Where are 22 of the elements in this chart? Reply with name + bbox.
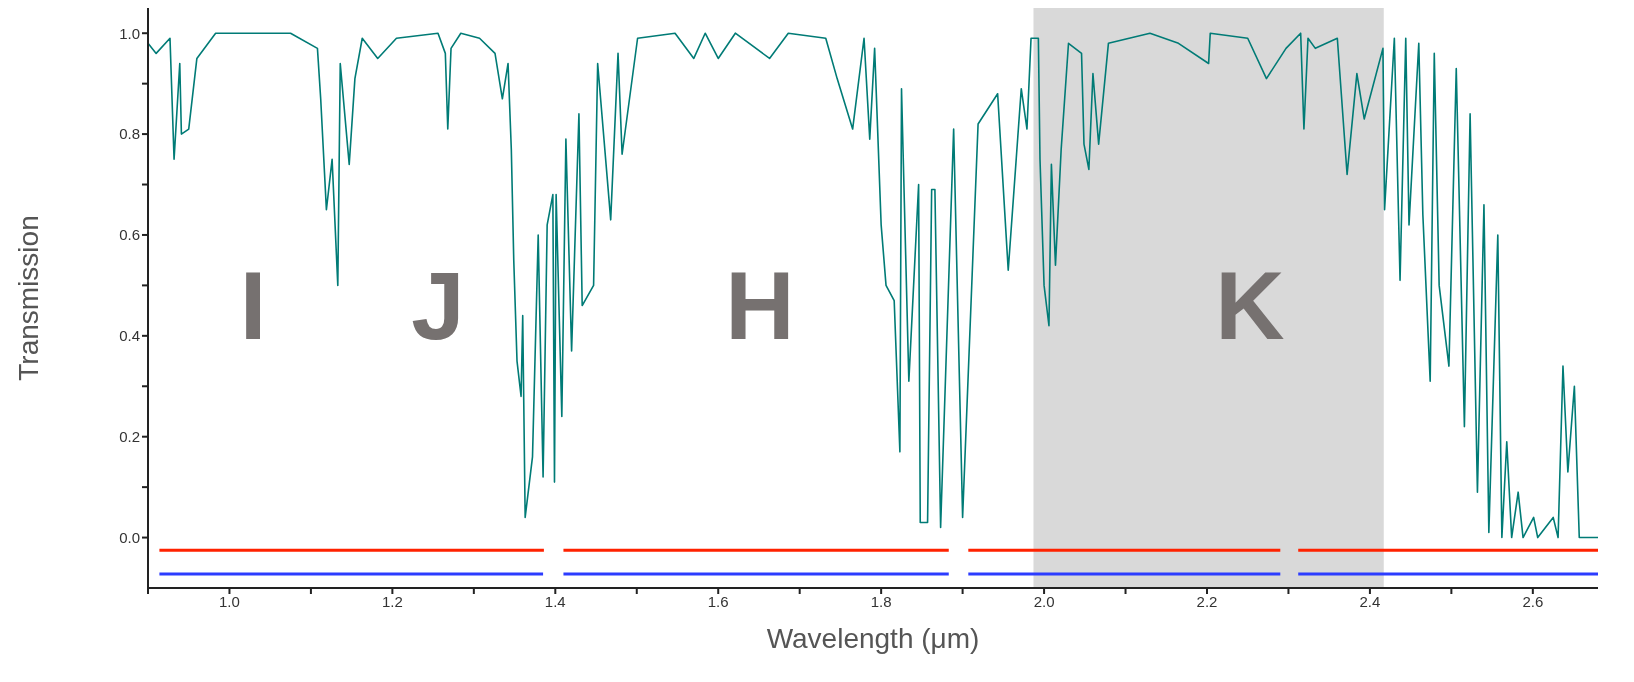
x-tick-label: 2.0 — [1033, 592, 1055, 610]
y-tick-label: 0.2 — [119, 428, 140, 446]
annotation: H — [724, 252, 796, 359]
x-axis-title: Wavelength (μm) — [766, 623, 980, 654]
x-tick-label: 2.4 — [1359, 592, 1381, 610]
x-tick-label: 1.8 — [870, 592, 892, 610]
x-tick-label: 2.2 — [1196, 592, 1218, 610]
annotation: I — [238, 252, 268, 359]
x-tick-label: 1.6 — [707, 592, 729, 610]
y-tick-label: 0.6 — [119, 226, 140, 244]
x-tick-label: 1.4 — [544, 592, 566, 610]
y-tick-label: 0.8 — [119, 125, 140, 143]
y-tick-label: 0.0 — [119, 528, 140, 546]
y-tick-label: 0.4 — [119, 327, 140, 345]
x-tick-label: 1.2 — [381, 592, 403, 610]
annotation: K — [1214, 252, 1286, 359]
line-series — [148, 32, 1598, 539]
y-tick-label: 1.0 — [119, 24, 140, 42]
y-axis-title: Transmission — [12, 215, 44, 381]
annotation: J — [410, 252, 466, 359]
x-tick-label: 2.6 — [1522, 592, 1544, 610]
x-tick-label: 1.0 — [219, 592, 240, 610]
